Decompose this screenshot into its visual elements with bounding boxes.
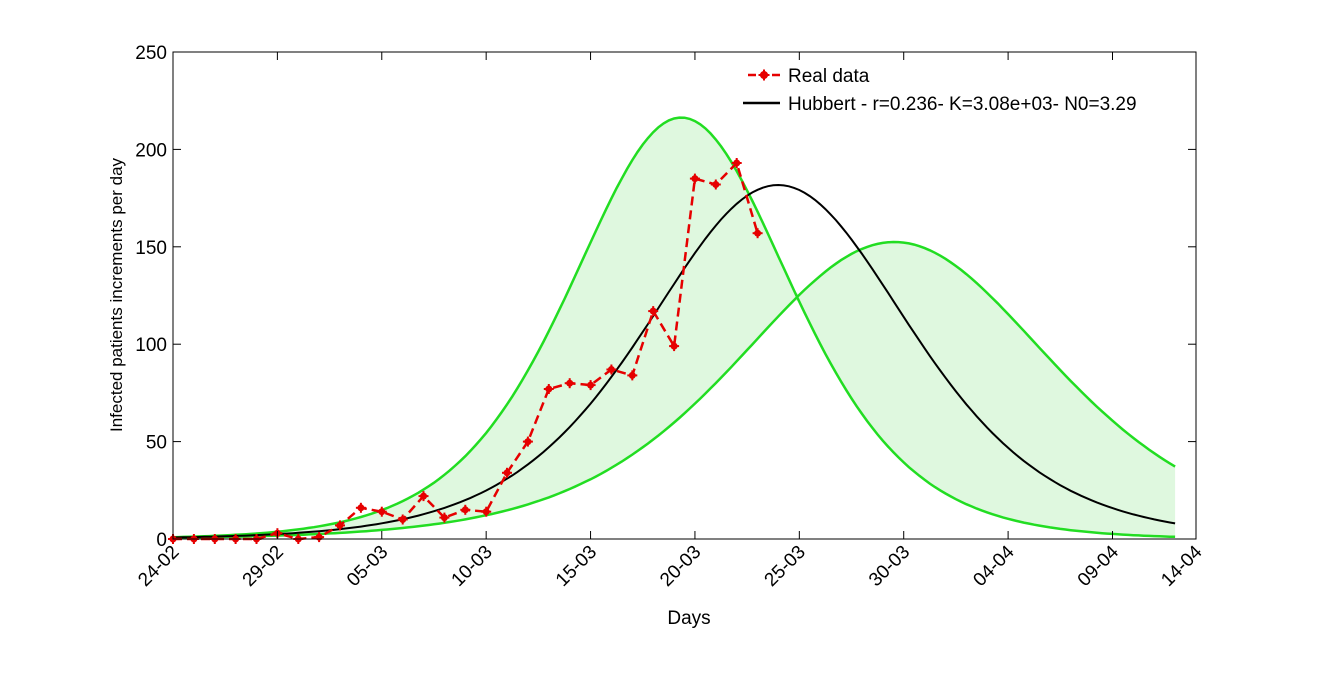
real-data-point [355, 502, 366, 513]
y-axis-label: Infected patients increments per day [107, 157, 126, 432]
y-tick-label: 250 [135, 43, 167, 64]
real-data-point [689, 173, 700, 184]
real-data-point [460, 504, 471, 515]
y-tick-label: 100 [135, 335, 167, 356]
y-axis: 0 50 100 150 200 250 [135, 43, 1196, 551]
real-data-point [606, 364, 617, 375]
real-data-point [439, 512, 450, 523]
band-fill [173, 117, 1176, 538]
plot-frame [172, 51, 1197, 540]
y-tick-label: 150 [135, 238, 167, 259]
real-data-point [418, 491, 429, 502]
y-tick-label: 0 [156, 530, 167, 551]
x-axis-label: Days [667, 608, 710, 629]
real-data-point [502, 467, 512, 478]
real-data-point [648, 306, 659, 317]
real-data-point [335, 520, 345, 531]
band-lower-line [173, 240, 1176, 539]
real-data-point [669, 341, 680, 352]
real-data-point [710, 179, 721, 190]
real-data-point [731, 158, 742, 168]
real-data-point [564, 378, 575, 389]
legend: Real data Hubbert - r=0.236- K=3.08e+03-… [743, 66, 1137, 115]
legend-real-data-label: Real data [788, 66, 870, 87]
real-data-point [585, 380, 596, 391]
legend-real-data-marker [758, 69, 770, 81]
real-data-point [543, 384, 554, 394]
real-data-point [627, 370, 638, 381]
y-tick-label: 200 [135, 140, 167, 161]
real-data-point [481, 506, 492, 517]
real-data-point [522, 436, 533, 447]
real-data-point [376, 506, 387, 517]
y-tick-label: 50 [146, 433, 167, 454]
real-data-point [397, 514, 408, 525]
real-data-point [752, 228, 763, 239]
legend-hubbert-label: Hubbert - r=0.236- K=3.08e+03- N0=3.29 [788, 94, 1137, 115]
